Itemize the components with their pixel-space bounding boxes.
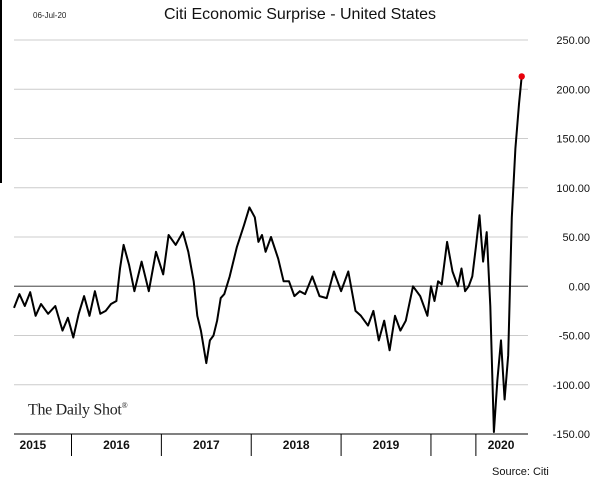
x-tick-label: 2015 <box>20 438 47 452</box>
y-tick-label: -150.00 <box>553 429 590 441</box>
x-tick-label: 2018 <box>283 438 310 452</box>
x-tick-label: 2019 <box>373 438 400 452</box>
brand-logo: The Daily Shot® <box>28 401 128 419</box>
x-tick-label: 2020 <box>488 438 515 452</box>
latest-value-marker <box>518 73 525 80</box>
brand-mark: ® <box>121 401 128 410</box>
y-tick-label: -50.00 <box>559 331 590 343</box>
y-axis: 250.00 200.00 150.00 100.00 50.00 0.00 -50.00 -… <box>553 35 590 441</box>
y-tick-label: 50.00 <box>562 232 590 244</box>
series-line-group <box>13 73 525 433</box>
y-tick-label: 250.00 <box>556 35 590 47</box>
x-tick-label: 2016 <box>103 438 130 452</box>
source-note: Source: Citi <box>492 466 549 478</box>
x-axis: 2015 2016 2017 2018 2019 2020 <box>14 433 528 456</box>
y-tick-label: 0.00 <box>569 281 590 293</box>
left-edge-bar <box>0 0 2 183</box>
chart-title: Citi Economic Surprise - United States <box>163 6 437 23</box>
series-line <box>13 76 523 433</box>
y-tick-label: 150.00 <box>556 134 590 146</box>
date-stamp: 06-Jul-20 <box>33 11 67 20</box>
x-tick-label: 2017 <box>193 438 220 452</box>
brand-name: The Daily Shot <box>28 401 122 419</box>
y-tick-label: 200.00 <box>556 84 590 96</box>
y-tick-label: -100.00 <box>553 380 590 392</box>
y-tick-label: 100.00 <box>556 183 590 195</box>
